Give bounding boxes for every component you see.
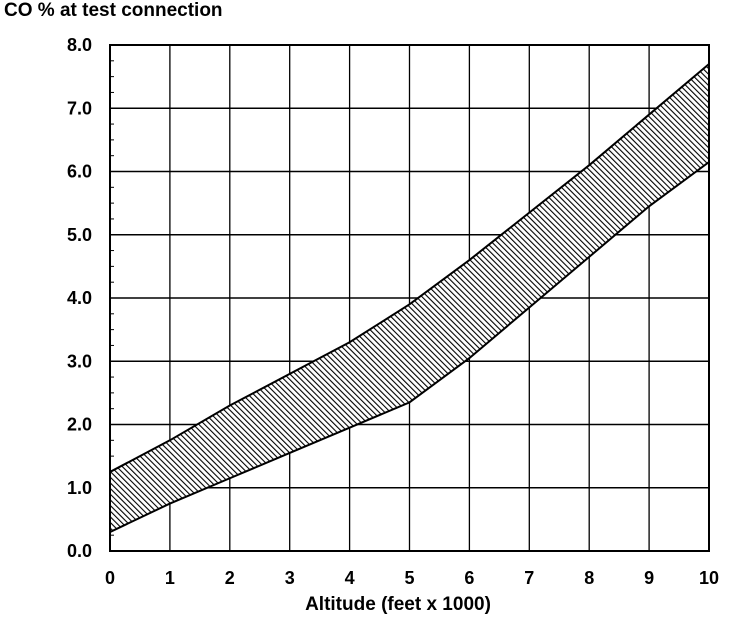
x-axis-ticks: 0 1 2 3 4 5 6 7 8 9 10 [105, 568, 719, 588]
y-tick-label: 2.0 [67, 415, 92, 435]
plot-frame [109, 44, 710, 552]
y-tick-label: 7.0 [67, 98, 92, 118]
x-tick-label: 3 [285, 568, 295, 588]
y-tick-label: 5.0 [67, 225, 92, 245]
x-tick-label: 2 [225, 568, 235, 588]
x-tick-label: 9 [644, 568, 654, 588]
x-tick-label: 7 [524, 568, 534, 588]
y-tick-label: 6.0 [67, 162, 92, 182]
y-tick-label: 8.0 [67, 35, 92, 55]
x-tick-label: 5 [404, 568, 414, 588]
x-axis-title: Altitude (feet x 1000) [305, 594, 491, 615]
y-tick-label: 4.0 [67, 288, 92, 308]
y-tick-label: 0.0 [67, 541, 92, 561]
x-tick-label: 6 [464, 568, 474, 588]
y-tick-label: 3.0 [67, 351, 92, 371]
x-tick-label: 4 [345, 568, 355, 588]
y-axis-title: CO % at test connection [4, 0, 223, 21]
x-tick-label: 10 [699, 568, 719, 588]
x-tick-label: 8 [584, 568, 594, 588]
y-axis-ticks: 0.0 1.0 2.0 3.0 4.0 5.0 6.0 7.0 8.0 [67, 35, 92, 561]
y-tick-label: 1.0 [67, 478, 92, 498]
x-tick-label: 0 [105, 568, 115, 588]
x-tick-label: 1 [165, 568, 175, 588]
